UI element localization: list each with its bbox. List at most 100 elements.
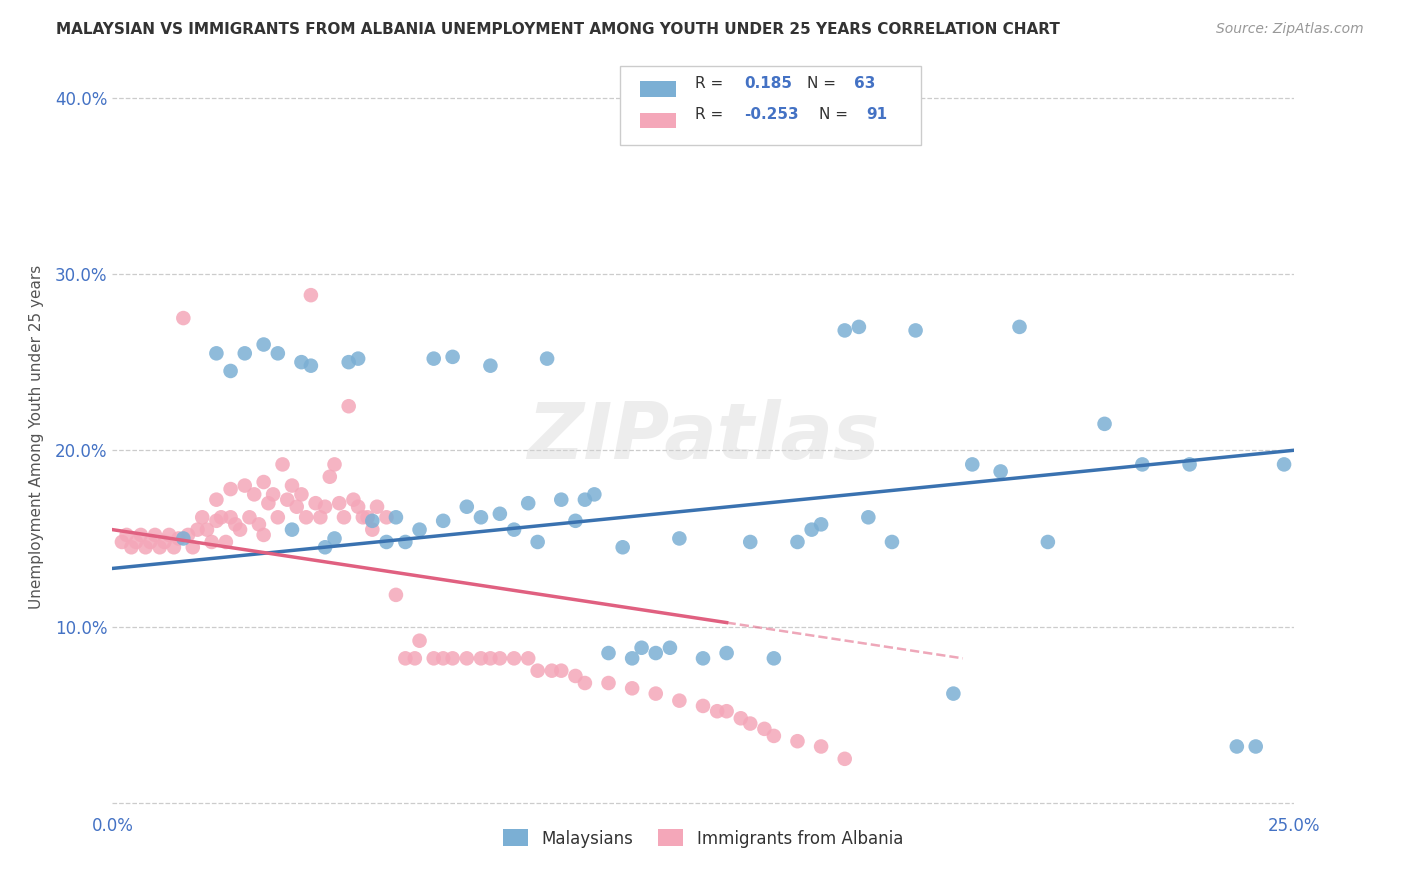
Point [740, 716, 762, 731]
Point [243, 487, 266, 501]
Point [1244, 739, 1267, 754]
Point [267, 510, 290, 524]
Point [470, 510, 492, 524]
Point [290, 487, 312, 501]
Point [848, 319, 870, 334]
Point [526, 535, 548, 549]
Point [195, 523, 218, 537]
Point [583, 487, 606, 501]
Point [479, 651, 502, 665]
Point [135, 541, 157, 555]
Point [456, 651, 478, 665]
Point [125, 535, 148, 549]
Text: ZIPatlas: ZIPatlas [527, 399, 879, 475]
Point [564, 669, 586, 683]
Point [394, 651, 416, 665]
Point [201, 535, 224, 549]
Point [1272, 458, 1295, 472]
Point [540, 664, 562, 678]
Point [115, 528, 138, 542]
Point [271, 458, 294, 472]
Point [366, 500, 388, 514]
Point [432, 514, 454, 528]
Text: 91: 91 [866, 107, 887, 122]
Point [716, 646, 738, 660]
Point [550, 492, 572, 507]
Point [432, 651, 454, 665]
Point [550, 664, 572, 678]
Point [247, 517, 270, 532]
Point [238, 510, 260, 524]
Point [219, 482, 242, 496]
Point [385, 588, 408, 602]
Point [394, 535, 416, 549]
Point [740, 535, 762, 549]
Point [470, 651, 492, 665]
Point [257, 496, 280, 510]
Point [880, 535, 903, 549]
Point [574, 492, 596, 507]
Text: R =: R = [695, 107, 723, 122]
Point [314, 541, 336, 555]
Point [167, 532, 190, 546]
Point [692, 698, 714, 713]
Point [205, 514, 228, 528]
Point [658, 640, 681, 655]
Point [299, 359, 322, 373]
Point [319, 469, 342, 483]
Point [630, 640, 652, 655]
Point [621, 651, 644, 665]
Point [309, 510, 332, 524]
Point [644, 646, 666, 660]
Point [253, 528, 276, 542]
Point [422, 651, 444, 665]
Point [153, 535, 176, 549]
Text: N =: N = [818, 107, 848, 122]
Point [754, 722, 776, 736]
Point [716, 704, 738, 718]
Point [304, 496, 326, 510]
Point [337, 355, 360, 369]
Point [120, 541, 142, 555]
Point [375, 535, 398, 549]
Point [786, 535, 808, 549]
FancyBboxPatch shape [640, 81, 676, 97]
Point [408, 633, 430, 648]
Point [404, 651, 426, 665]
Point [262, 487, 284, 501]
Point [489, 651, 512, 665]
Point [253, 475, 276, 489]
Point [233, 346, 256, 360]
Point [205, 492, 228, 507]
Point [1178, 458, 1201, 472]
Point [517, 496, 540, 510]
Point [285, 500, 308, 514]
Text: N =: N = [807, 76, 837, 91]
Point [215, 535, 238, 549]
Point [361, 514, 384, 528]
Point [299, 288, 322, 302]
Point [253, 337, 276, 351]
Point [323, 458, 346, 472]
Point [356, 510, 378, 524]
Point [172, 311, 194, 326]
FancyBboxPatch shape [640, 112, 676, 128]
Point [295, 510, 318, 524]
Point [328, 496, 350, 510]
Point [479, 359, 502, 373]
Point [172, 532, 194, 546]
Point [233, 478, 256, 492]
Point [441, 651, 464, 665]
Point [191, 510, 214, 524]
Point [1226, 739, 1249, 754]
Point [574, 676, 596, 690]
Point [1036, 535, 1059, 549]
Point [229, 523, 252, 537]
Point [347, 351, 370, 366]
Point [385, 510, 408, 524]
Point [564, 514, 586, 528]
Point [786, 734, 808, 748]
Point [408, 523, 430, 537]
Point [224, 517, 246, 532]
Point [186, 523, 208, 537]
